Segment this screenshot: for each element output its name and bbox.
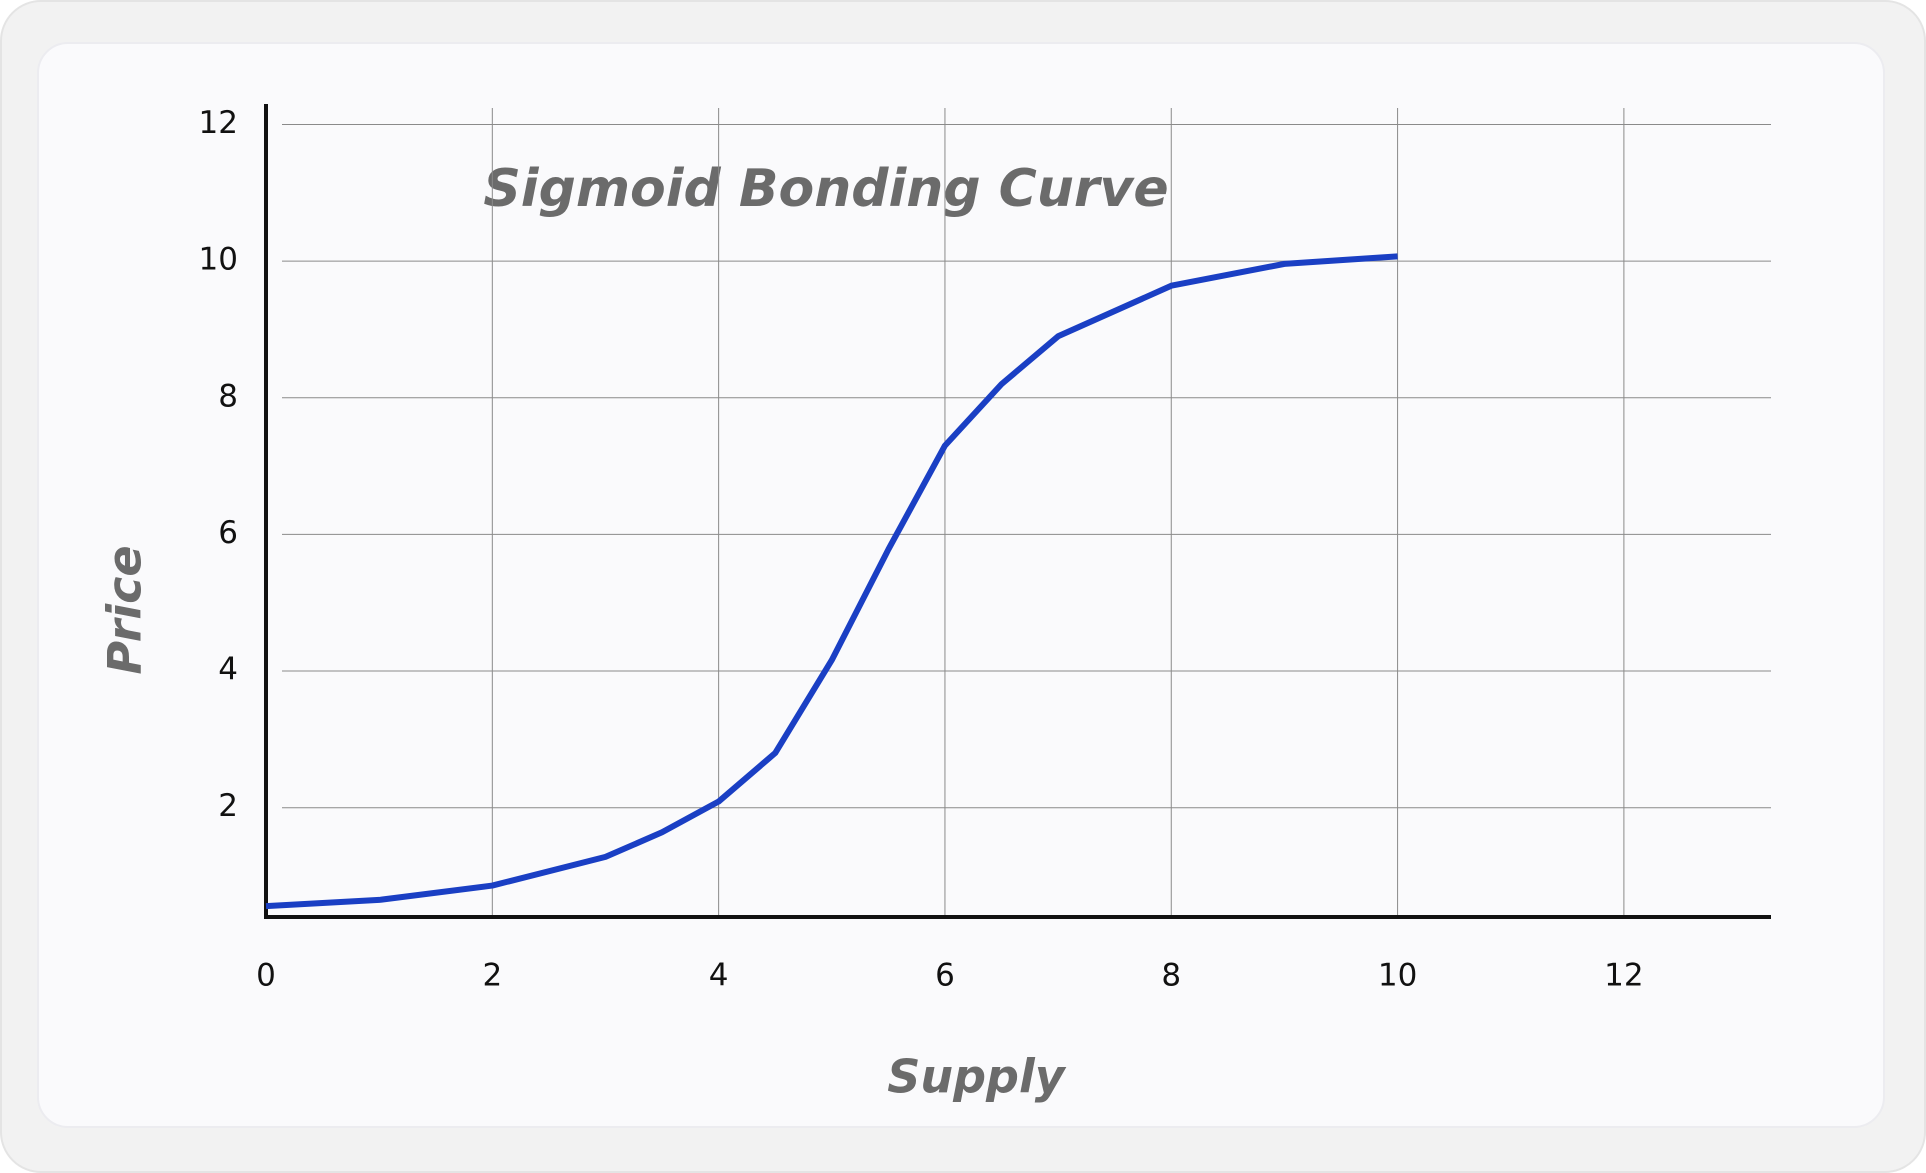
data-line bbox=[265, 253, 1398, 910]
x-tick-label: 2 bbox=[482, 958, 502, 994]
chart-title: Sigmoid Bonding Curve bbox=[483, 159, 1168, 219]
y-tick-label: 4 bbox=[218, 652, 238, 688]
y-axis-label: Price bbox=[98, 545, 152, 674]
y-tick-label: 8 bbox=[218, 378, 238, 414]
panel bbox=[37, 42, 1885, 1128]
x-axis-label: Supply bbox=[887, 1050, 1067, 1104]
x-tick-label: 4 bbox=[709, 958, 729, 994]
y-tick-label: 6 bbox=[218, 515, 238, 551]
y-tick-label: 10 bbox=[199, 242, 238, 278]
y-tick-label: 2 bbox=[218, 788, 238, 824]
x-tick-label: 6 bbox=[935, 958, 955, 994]
x-tick-label: 12 bbox=[1604, 958, 1643, 994]
x-tick-label: 8 bbox=[1161, 958, 1181, 994]
x-tick-label: 0 bbox=[256, 958, 276, 994]
x-tick-label: 10 bbox=[1378, 958, 1417, 994]
y-tick-label: 12 bbox=[199, 105, 238, 141]
